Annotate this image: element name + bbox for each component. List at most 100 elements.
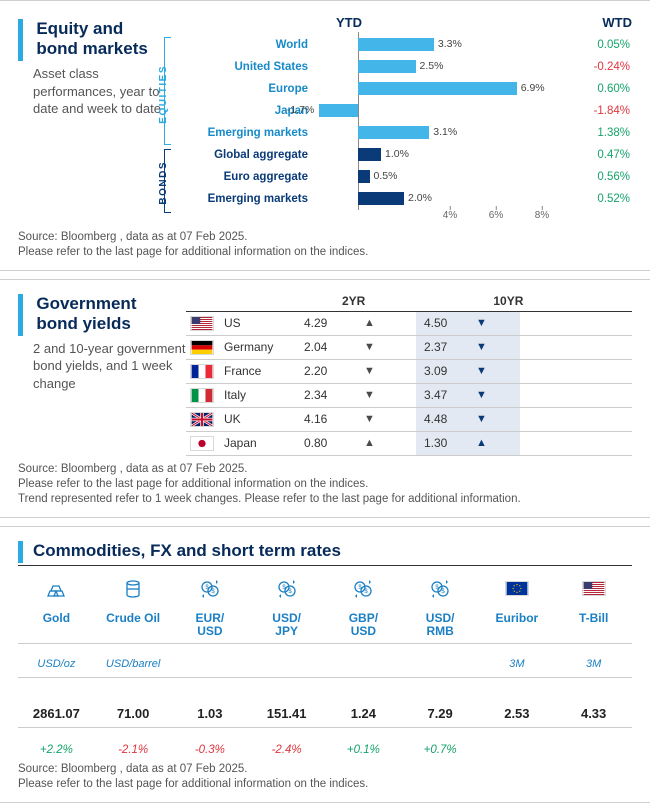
yield-row: France2.20▼3.09▼ <box>186 360 632 384</box>
chart-row: United States2.5%-0.24% <box>182 56 632 78</box>
flag-icon <box>190 412 214 427</box>
instrument-value: 1.24 <box>325 696 402 721</box>
ytd-value: 6.9% <box>521 82 545 94</box>
instrument-icon: $$ <box>248 578 325 600</box>
instrument-icon <box>555 578 632 600</box>
svg-text:$: $ <box>441 589 445 595</box>
flag-icon <box>190 340 214 355</box>
ytd-value: 2.0% <box>408 192 432 204</box>
section-subtitle: Asset class performances, year to date a… <box>33 65 168 118</box>
yield-row: UK4.16▼4.48▼ <box>186 408 632 432</box>
country-name: US <box>224 316 304 330</box>
yield-row: US4.29▲4.50▼ <box>186 312 632 336</box>
accent-bar <box>18 294 23 336</box>
svg-text:$: $ <box>211 589 215 595</box>
ytd-bar <box>358 82 517 95</box>
accent-bar <box>18 541 23 563</box>
instrument-unit <box>172 654 249 672</box>
trend-10yr-icon: ▼ <box>476 312 520 335</box>
trend-10yr-icon: ▲ <box>476 432 520 455</box>
row-label: Emerging markets <box>182 193 316 205</box>
trend-2yr-icon: ▼ <box>364 389 416 401</box>
chart-row: Japan-1.7%-1.84% <box>182 100 632 122</box>
instrument-icon: $$ <box>172 578 249 600</box>
instrument-name: EUR/USD <box>172 610 249 638</box>
ytd-bar <box>358 192 404 205</box>
instrument-icon <box>18 578 95 600</box>
ytd-value: 0.5% <box>374 170 398 182</box>
instrument-change <box>479 738 556 756</box>
flag-icon <box>190 436 214 451</box>
trend-10yr-icon: ▼ <box>476 408 520 431</box>
instrument-name: GBP/USD <box>325 610 402 638</box>
row-label: Euro aggregate <box>182 171 316 183</box>
wtd-value: 0.47% <box>576 149 632 161</box>
ytd-bar <box>319 104 358 117</box>
svg-text:$: $ <box>365 589 369 595</box>
country-name: Germany <box>224 340 304 354</box>
yield-2yr: 2.04 <box>304 340 364 354</box>
instrument-value: 2861.07 <box>18 696 95 721</box>
wtd-value: -0.24% <box>576 61 632 73</box>
instrument-unit: 3M <box>479 654 556 672</box>
yield-10yr: 4.50 <box>416 312 476 335</box>
instrument-value: 151.41 <box>248 696 325 721</box>
instrument-icon: $$ <box>402 578 479 600</box>
ytd-bar <box>358 126 429 139</box>
row-label: World <box>182 39 316 51</box>
instrument-change: +0.7% <box>402 738 479 756</box>
country-name: Japan <box>224 436 304 450</box>
accent-bar <box>18 19 23 61</box>
trend-2yr-icon: ▲ <box>364 317 416 329</box>
instrument-value: 1.03 <box>172 696 249 721</box>
instrument-change <box>555 738 632 756</box>
equities-bracket <box>164 37 171 145</box>
instrument-icon <box>95 578 172 600</box>
instrument-name: Crude Oil <box>95 610 172 638</box>
instrument-value: 71.00 <box>95 696 172 721</box>
source-line: Please refer to the last page for additi… <box>18 777 632 792</box>
equity-bond-section: Equity and bond markets Asset class perf… <box>0 0 650 271</box>
instrument-change: +2.2% <box>18 738 95 756</box>
row-label: Emerging markets <box>182 127 316 139</box>
source-line: Please refer to the last page for additi… <box>18 245 632 260</box>
instrument-icon <box>479 578 556 600</box>
chart-row: Europe6.9%0.60% <box>182 78 632 100</box>
yield-row: Italy2.34▼3.47▼ <box>186 384 632 408</box>
instrument-name: Gold <box>18 610 95 638</box>
wtd-value: 1.38% <box>576 127 632 139</box>
flag-icon <box>190 388 214 403</box>
country-name: UK <box>224 412 304 426</box>
yield-10yr: 3.09 <box>416 360 476 383</box>
instrument-unit <box>248 654 325 672</box>
trend-2yr-icon: ▼ <box>364 413 416 425</box>
instrument-unit <box>402 654 479 672</box>
ytd-value: 1.0% <box>385 148 409 160</box>
ytd-bar <box>358 60 416 73</box>
chart-row: Global aggregate1.0%0.47% <box>182 144 632 166</box>
trend-10yr-icon: ▼ <box>476 384 520 407</box>
source-line: Please refer to the last page for additi… <box>18 477 632 492</box>
trend-2yr-icon: ▼ <box>364 365 416 377</box>
ytd-value: 3.1% <box>433 126 457 138</box>
x-tick: 6% <box>489 210 503 221</box>
col-10yr: 10YR <box>493 294 523 308</box>
instrument-unit: 3M <box>555 654 632 672</box>
flag-icon <box>190 364 214 379</box>
trend-10yr-icon: ▼ <box>476 360 520 383</box>
yields-table: 2YR 10YR US4.29▲4.50▼Germany2.04▼2.37▼Fr… <box>186 294 632 456</box>
yield-2yr: 0.80 <box>304 436 364 450</box>
instrument-unit: USD/oz <box>18 654 95 672</box>
source-line: Source: Bloomberg , data as at 07 Feb 20… <box>18 230 632 245</box>
instrument-change: -2.4% <box>248 738 325 756</box>
gov-bond-yields-section: Government bond yields 2 and 10-year gov… <box>0 279 650 518</box>
section-title: Commodities, FX and short term rates <box>33 541 341 561</box>
yield-row: Germany2.04▼2.37▼ <box>186 336 632 360</box>
trend-2yr-icon: ▲ <box>364 437 416 449</box>
instrument-name: USD/RMB <box>402 610 479 638</box>
instrument-unit <box>325 654 402 672</box>
ytd-bar <box>358 148 381 161</box>
svg-text:$: $ <box>288 589 292 595</box>
instrument-name: T-Bill <box>555 610 632 638</box>
bonds-bracket <box>164 149 171 213</box>
